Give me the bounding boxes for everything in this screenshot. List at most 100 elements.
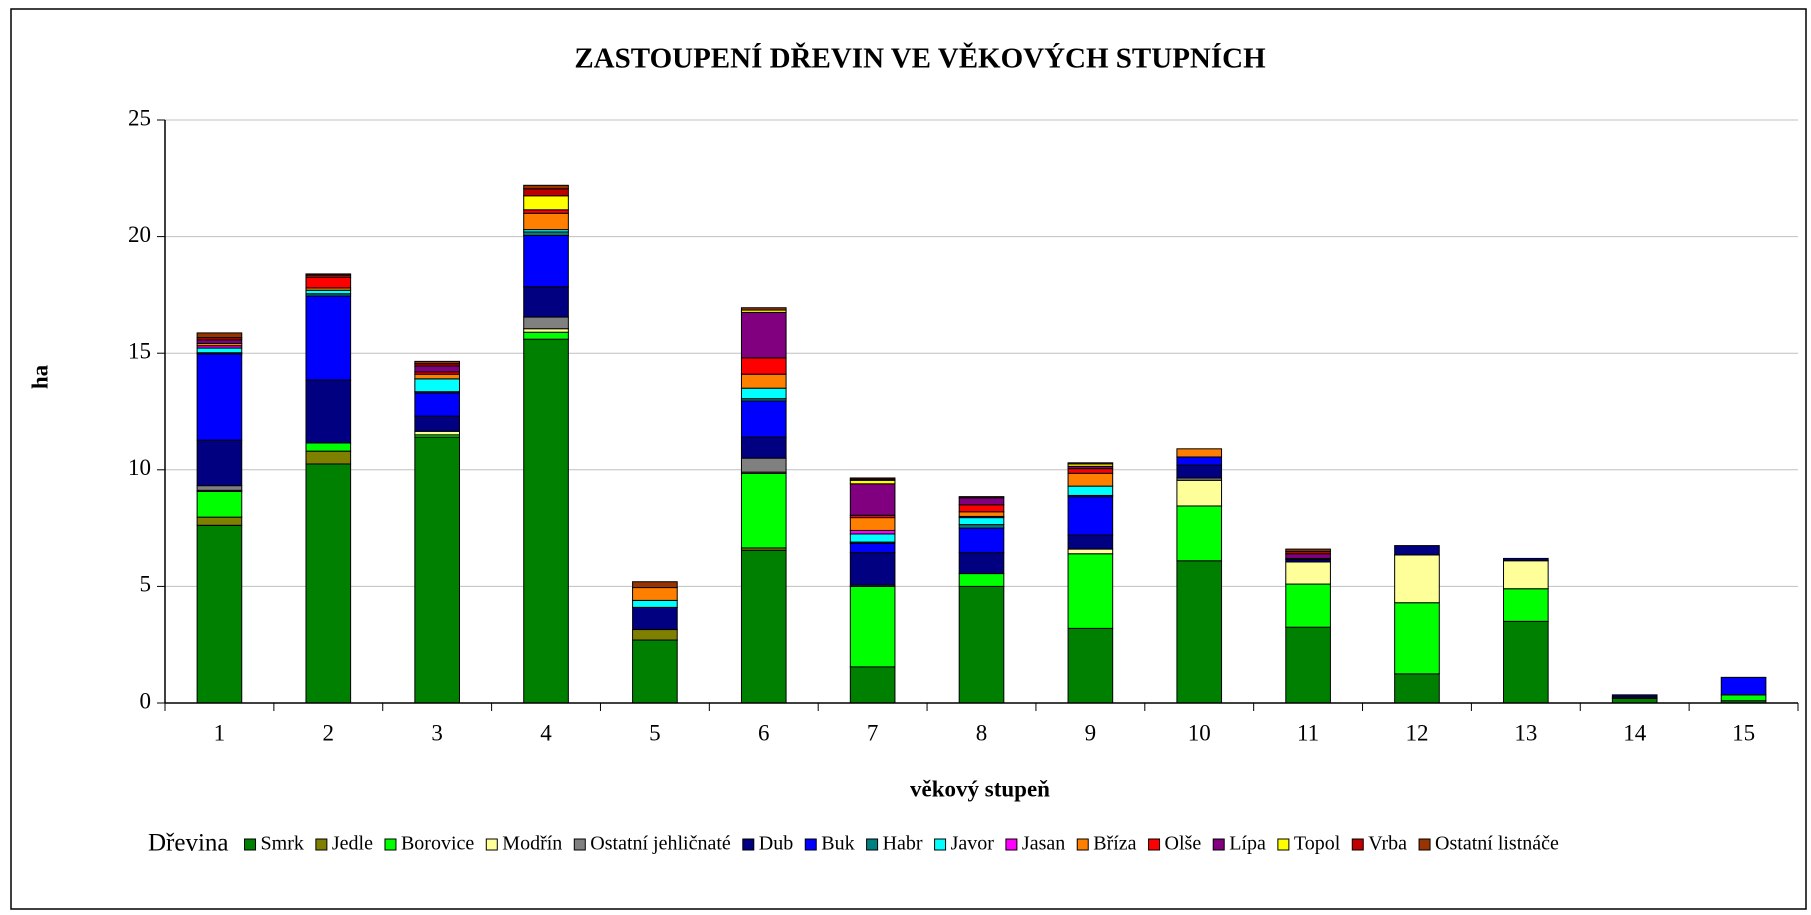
x-tick-label: 11	[1297, 720, 1319, 745]
bar-segment	[1611, 694, 1658, 698]
bar-segment	[740, 387, 787, 400]
bar-segment	[414, 360, 460, 365]
x-tick-label: 13	[1514, 720, 1537, 745]
bar-segment	[414, 378, 460, 393]
bar-segment	[1176, 448, 1223, 458]
legend-swatch	[866, 838, 879, 851]
bar-segment	[1067, 472, 1114, 487]
bar-segment	[196, 485, 243, 491]
bar-segment	[1285, 553, 1331, 559]
bar-segment	[849, 552, 896, 586]
bar-segment	[632, 629, 678, 641]
bar-segment	[740, 436, 787, 459]
y-tick-label: 20	[128, 222, 151, 247]
bar-segment	[1285, 626, 1331, 704]
bar-segment	[523, 328, 569, 333]
bar-segment	[1285, 583, 1331, 628]
bar-segment	[523, 231, 569, 236]
bar-segment	[523, 195, 569, 211]
bar-segment	[958, 504, 1005, 513]
y-tick-label: 0	[140, 688, 152, 713]
bar-segment	[1067, 627, 1114, 704]
bar-segment	[740, 549, 787, 704]
bar-segment	[1176, 479, 1223, 507]
legend-swatch	[1277, 838, 1290, 851]
x-tick-label: 2	[323, 720, 335, 745]
bar-segment	[1720, 676, 1767, 696]
legend-swatch	[485, 838, 498, 851]
bar-segment	[849, 477, 896, 480]
legend-swatch	[573, 838, 586, 851]
bar-segment	[1067, 485, 1114, 496]
y-tick-label: 15	[128, 338, 151, 363]
bar-segment	[1067, 553, 1114, 629]
bar-segment	[1176, 505, 1223, 562]
legend-swatch	[384, 838, 397, 851]
bar-segment	[849, 542, 896, 554]
legend-swatch	[1351, 838, 1364, 851]
bar-segment	[414, 415, 460, 432]
bar-segment	[740, 357, 787, 375]
bar-segment	[414, 373, 460, 380]
bar-segment	[305, 276, 352, 289]
legend-label: Borovice	[401, 833, 474, 855]
bar-segment	[523, 188, 569, 197]
legend-label: Javor	[951, 833, 995, 855]
bar-segment	[523, 286, 569, 318]
legend-label: Lípa	[1229, 833, 1266, 855]
legend-swatch	[934, 838, 947, 851]
bar-segment	[196, 353, 243, 441]
bar-segment	[740, 472, 787, 549]
legend-label: Jedle	[332, 833, 373, 855]
bar-segment	[958, 524, 1005, 529]
bar-segment	[740, 400, 787, 438]
legend-title: Dřevina	[148, 830, 229, 857]
bar-segment	[958, 552, 1005, 575]
bar-segment	[305, 273, 352, 276]
x-tick-label: 6	[758, 720, 770, 745]
y-tick-label: 25	[128, 105, 151, 130]
legend-swatch	[1418, 838, 1431, 851]
bar-segment	[1394, 545, 1440, 556]
legend-swatch	[1076, 838, 1089, 851]
legend-label: Ostatní listnáče	[1435, 833, 1559, 855]
x-tick-label: 12	[1405, 720, 1428, 745]
bar-segment	[196, 439, 243, 487]
bar-segment	[523, 212, 569, 231]
x-tick-label: 1	[214, 720, 226, 745]
legend-label: Habr	[883, 833, 923, 855]
bar-segment	[1503, 588, 1549, 622]
x-tick-label: 5	[649, 720, 661, 745]
x-tick-label: 15	[1732, 720, 1755, 745]
bar-segment	[414, 365, 460, 373]
legend-swatch	[1005, 838, 1018, 851]
bar-segment	[849, 479, 896, 485]
bar-segment	[849, 666, 896, 704]
bar-segment	[632, 581, 678, 589]
chart-frame	[10, 8, 1807, 910]
legend-label: Dub	[759, 833, 793, 855]
legend-label: Modřín	[502, 833, 562, 855]
bar-segment	[305, 450, 352, 465]
bar-segment	[305, 289, 352, 295]
x-tick-label: 10	[1188, 720, 1211, 745]
bar-segment	[632, 587, 678, 601]
bar-segment	[849, 529, 896, 535]
chart-title: ZASTOUPENÍ DŘEVIN VE VĚKOVÝCH STUPNÍCH	[574, 42, 1266, 75]
bar-segment	[958, 527, 1005, 554]
bar-segment	[414, 392, 460, 417]
bar-segment	[740, 307, 787, 311]
bar-segment	[958, 585, 1005, 704]
bar-segment	[523, 338, 569, 704]
bar-segment	[523, 316, 569, 330]
x-tick-label: 4	[540, 720, 552, 745]
bar-segment	[1067, 462, 1114, 465]
bar-segment	[958, 511, 1005, 517]
bar-segment	[1394, 673, 1440, 704]
bar-segment	[958, 496, 1005, 499]
y-tick-label: 5	[140, 572, 152, 597]
bar-segment	[196, 524, 243, 704]
bar-segment	[414, 436, 460, 704]
bar-segment	[1176, 464, 1223, 479]
bar-segment	[849, 533, 896, 543]
